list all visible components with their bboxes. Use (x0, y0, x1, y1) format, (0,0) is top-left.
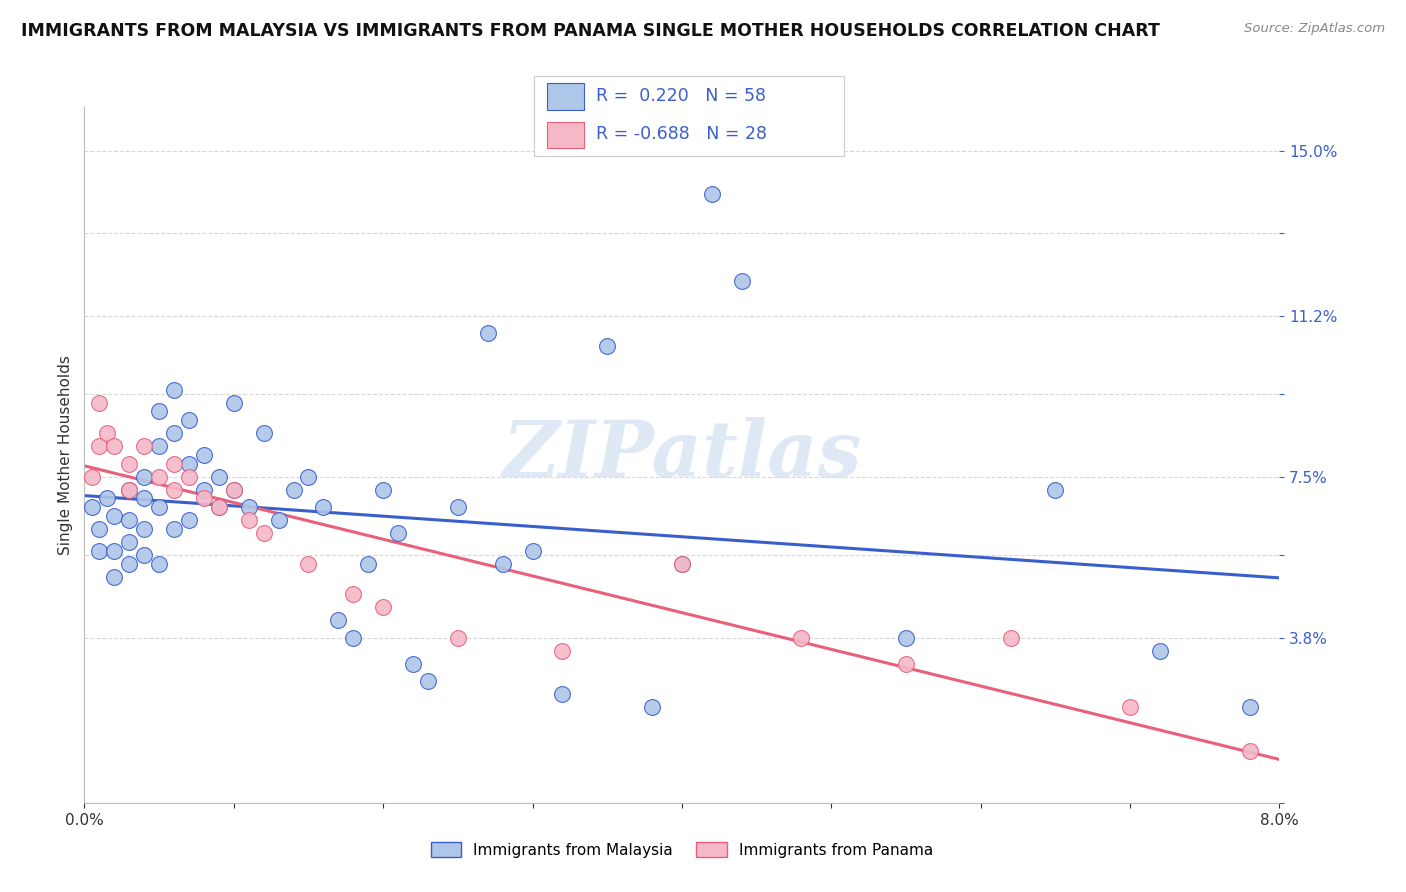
Point (238, 513, 260, 527)
FancyBboxPatch shape (547, 121, 583, 148)
Point (96, 491, 118, 506)
Point (222, 483, 245, 497)
FancyBboxPatch shape (547, 83, 583, 110)
Point (193, 483, 215, 497)
Point (447, 500, 470, 514)
Point (1149, 643, 1171, 657)
Point (89, 439, 111, 453)
Point (132, 491, 156, 506)
Point (118, 513, 141, 527)
Point (373, 483, 395, 497)
Point (1000, 631, 1022, 645)
Point (253, 426, 276, 441)
Point (1239, 700, 1261, 714)
Point (148, 404, 170, 418)
Legend: Immigrants from Malaysia, Immigrants from Panama: Immigrants from Malaysia, Immigrants fro… (430, 842, 934, 858)
Point (89, 522, 111, 536)
Point (103, 570, 125, 584)
Point (118, 483, 141, 497)
Point (177, 469, 200, 483)
Point (103, 543, 125, 558)
Point (132, 469, 156, 483)
Point (267, 513, 290, 527)
Point (297, 469, 319, 483)
Point (671, 557, 693, 571)
Point (163, 522, 186, 536)
Point (297, 557, 319, 571)
Point (596, 339, 619, 353)
Point (790, 631, 813, 645)
Point (312, 500, 335, 514)
Point (163, 383, 186, 397)
Point (477, 326, 499, 340)
Point (177, 413, 200, 427)
Point (894, 631, 917, 645)
Point (132, 522, 156, 536)
Point (1119, 700, 1142, 714)
Point (894, 657, 917, 671)
Point (402, 657, 425, 671)
Text: R = -0.688   N = 28: R = -0.688 N = 28 (596, 126, 768, 144)
Point (222, 395, 245, 409)
Point (447, 631, 470, 645)
Point (522, 543, 544, 558)
Point (80, 469, 103, 483)
Point (551, 687, 574, 701)
Point (342, 587, 364, 601)
Point (163, 483, 186, 497)
Point (1045, 483, 1067, 497)
Text: R =  0.220   N = 58: R = 0.220 N = 58 (596, 87, 766, 105)
Text: IMMIGRANTS FROM MALAYSIA VS IMMIGRANTS FROM PANAMA SINGLE MOTHER HOUSEHOLDS CORR: IMMIGRANTS FROM MALAYSIA VS IMMIGRANTS F… (21, 22, 1160, 40)
Point (89, 543, 111, 558)
Point (103, 508, 125, 523)
Point (118, 557, 141, 571)
Point (357, 557, 380, 571)
Point (641, 700, 664, 714)
Point (208, 500, 231, 514)
Point (193, 448, 215, 462)
Point (163, 426, 186, 441)
Point (96, 426, 118, 441)
Point (222, 483, 245, 497)
Point (283, 483, 305, 497)
Point (163, 457, 186, 471)
Point (700, 186, 723, 201)
Y-axis label: Single Mother Households: Single Mother Households (58, 355, 73, 555)
Point (671, 557, 693, 571)
Point (148, 500, 170, 514)
Point (177, 513, 200, 527)
Point (118, 483, 141, 497)
Point (492, 557, 515, 571)
Point (342, 631, 364, 645)
Point (103, 439, 125, 453)
Point (89, 395, 111, 409)
Point (328, 613, 350, 627)
Point (373, 600, 395, 615)
Point (132, 548, 156, 562)
Point (193, 491, 215, 506)
Point (80, 500, 103, 514)
Point (148, 439, 170, 453)
Point (148, 469, 170, 483)
FancyBboxPatch shape (534, 76, 844, 156)
Point (118, 534, 141, 549)
Point (148, 557, 170, 571)
Point (118, 457, 141, 471)
Point (177, 457, 200, 471)
Point (208, 469, 231, 483)
Point (551, 643, 574, 657)
Point (731, 274, 754, 288)
Point (416, 674, 439, 689)
Text: ZIPatlas: ZIPatlas (502, 417, 862, 493)
Point (387, 526, 409, 541)
Point (238, 500, 260, 514)
Point (208, 500, 231, 514)
Text: Source: ZipAtlas.com: Source: ZipAtlas.com (1244, 22, 1385, 36)
Point (1239, 744, 1261, 758)
Point (253, 526, 276, 541)
Point (132, 439, 156, 453)
